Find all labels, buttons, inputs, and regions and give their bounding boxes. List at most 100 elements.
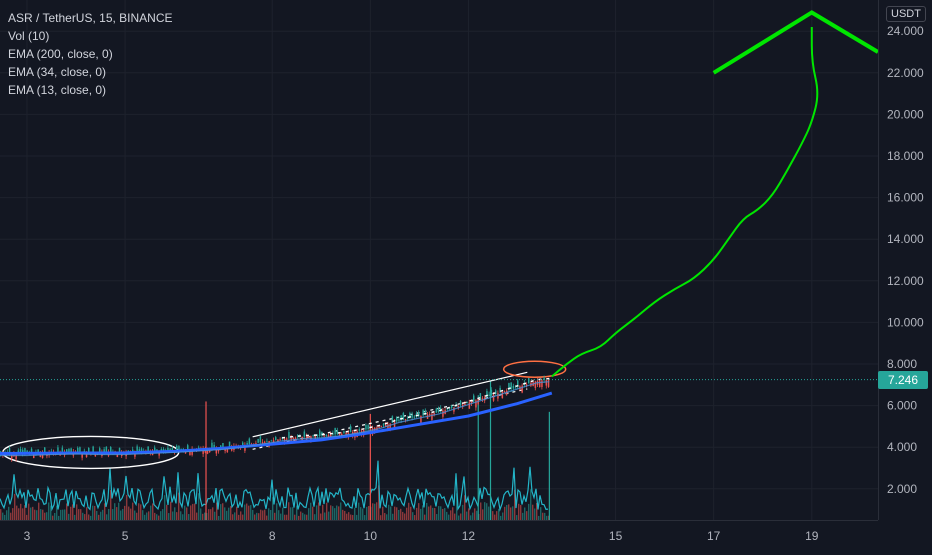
volume-bar: [256, 512, 258, 520]
candle-body: [162, 448, 165, 451]
volume-bar: [404, 513, 406, 520]
volume-bar: [54, 512, 56, 520]
projection-path: [551, 10, 880, 378]
candle-body: [30, 448, 33, 454]
candle-body: [248, 438, 251, 445]
candle-body: [198, 447, 200, 449]
volume-bar: [320, 513, 322, 520]
volume-bar: [276, 503, 278, 520]
volume-bar: [444, 508, 446, 520]
candle-body: [464, 403, 466, 405]
candle-body: [396, 417, 398, 422]
volume-bar: [516, 515, 518, 520]
volume-bar: [418, 503, 420, 520]
volume-bar: [4, 514, 6, 520]
volume-bar: [290, 507, 292, 520]
volume-bar: [166, 504, 168, 520]
volume-bar: [48, 502, 50, 520]
candle-body: [275, 437, 277, 440]
volume-bar: [342, 509, 344, 520]
candle-body: [486, 391, 488, 397]
volume-bar: [480, 502, 482, 520]
volume-bar: [472, 512, 474, 520]
volume-bar: [414, 515, 416, 520]
volume-bar: [304, 514, 306, 520]
price-tick-label: 6.000: [887, 399, 917, 413]
volume-bar: [466, 511, 468, 520]
indicator-ema-34[interactable]: EMA (34, close, 0): [8, 65, 107, 79]
volume-bar: [140, 504, 142, 520]
volume-bar: [100, 511, 102, 520]
volume-bar: [62, 509, 64, 520]
volume-bar: [542, 512, 544, 520]
symbol-title[interactable]: ASR / TetherUS, 15, BINANCE: [8, 11, 173, 25]
candle-body: [400, 415, 402, 421]
volume-bar: [356, 514, 358, 520]
volume-bar: [24, 505, 26, 520]
candle-body: [297, 435, 299, 438]
volume-bar: [90, 515, 92, 520]
volume-bar: [512, 506, 514, 520]
volume-bar: [180, 511, 182, 520]
volume-bar: [318, 502, 320, 520]
volume-bar: [534, 508, 536, 520]
volume-bar: [42, 509, 44, 520]
volume-bar: [144, 514, 146, 520]
projection-squiggle: [551, 27, 819, 378]
indicator-ema-13[interactable]: EMA (13, close, 0): [8, 83, 107, 97]
candle-body: [220, 445, 222, 448]
grid-lines: [0, 0, 878, 520]
volume-bar: [20, 503, 22, 520]
candle-body: [215, 447, 218, 454]
indicator-ema-200[interactable]: EMA (200, close, 0): [8, 47, 113, 61]
candle-body: [382, 423, 385, 426]
time-axis[interactable]: [0, 520, 878, 551]
candle-body: [213, 444, 215, 448]
indicator-volume[interactable]: Vol (10): [8, 29, 50, 43]
price-axis[interactable]: [878, 0, 932, 520]
volume-bar: [282, 507, 284, 520]
volume-bar: [546, 515, 548, 520]
candle-body: [468, 402, 471, 409]
candle-body: [466, 401, 468, 404]
candle-body: [211, 442, 213, 449]
volume-bar: [532, 504, 534, 520]
candle-body: [514, 387, 517, 389]
volume-bar: [456, 493, 458, 520]
volume-bar: [26, 514, 28, 520]
volume-bar: [428, 506, 430, 520]
price-tick-label: 24.000: [887, 24, 924, 38]
breakout-ellipse: [502, 360, 567, 378]
price-series: [0, 375, 553, 462]
volume-bar: [348, 512, 350, 520]
volume-bar: [168, 513, 170, 520]
volume-bar: [190, 505, 192, 520]
candle-body: [475, 400, 477, 408]
currency-label[interactable]: USDT: [886, 6, 926, 22]
volume-bar: [106, 514, 108, 520]
volume-bar: [548, 515, 550, 520]
volume-bar: [172, 511, 174, 520]
candle-body: [15, 453, 17, 460]
candle-body: [270, 440, 273, 442]
volume-bar: [112, 509, 114, 520]
volume-bar: [242, 514, 244, 520]
volume-bar: [386, 514, 388, 520]
volume-bar: [212, 507, 214, 520]
volume-bar: [238, 514, 240, 520]
volume-bar: [308, 508, 310, 520]
candle-body: [37, 449, 39, 453]
volume-bar: [142, 510, 144, 520]
candle-body: [407, 417, 409, 419]
candle-body: [266, 441, 268, 443]
candle-body: [378, 426, 380, 428]
candle-body: [336, 430, 339, 435]
candle-body: [191, 449, 193, 455]
candle-body: [222, 442, 224, 448]
volume-bar: [354, 507, 356, 520]
candle-body: [226, 446, 229, 453]
volume-bar: [216, 502, 218, 520]
volume-bar: [244, 504, 246, 520]
